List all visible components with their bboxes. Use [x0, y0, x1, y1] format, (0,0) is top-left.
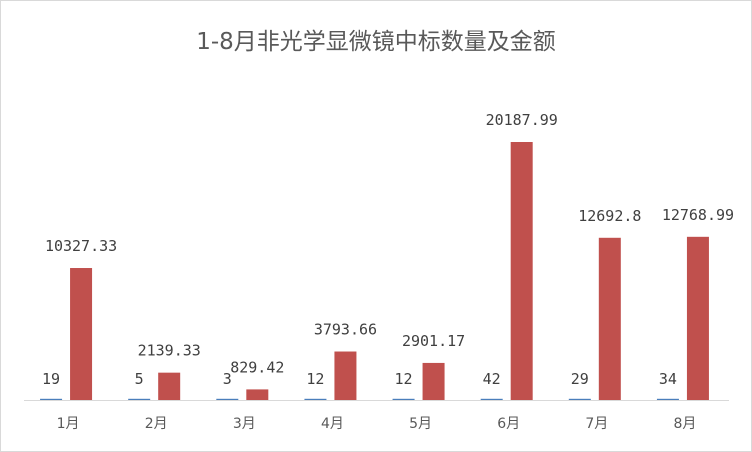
- bar-count-8: [656, 398, 679, 400]
- data-label-count-4: 12: [306, 370, 324, 388]
- bar-amount-2: [158, 372, 181, 400]
- data-label-count-6: 42: [483, 370, 501, 388]
- x-tick-label-4: 4月: [321, 416, 344, 432]
- x-tick-label-6: 6月: [497, 416, 520, 432]
- bar-count-4: [304, 398, 327, 400]
- data-label-count-7: 29: [571, 370, 589, 388]
- data-label-amount-4: 3793.66: [314, 321, 377, 339]
- bar-amount-3: [246, 389, 269, 400]
- bar-count-7: [568, 398, 591, 400]
- data-label-count-3: 3: [223, 370, 232, 388]
- bar-amount-4: [334, 351, 357, 400]
- data-label-amount-8: 12768.99: [662, 206, 734, 224]
- x-tick-label-8: 8月: [673, 416, 696, 432]
- chart-title: 1-8月非光学显微镜中标数量及金额: [196, 29, 556, 55]
- x-tick-label-7: 7月: [585, 416, 608, 432]
- bar-count-6: [480, 398, 503, 400]
- data-label-count-1: 19: [42, 370, 60, 388]
- bar-count-1: [40, 398, 63, 400]
- bar-amount-6: [510, 142, 533, 400]
- bar-count-5: [392, 398, 415, 400]
- bar-amount-7: [598, 237, 621, 400]
- data-label-amount-3: 829.42: [230, 358, 284, 376]
- data-label-count-8: 34: [659, 370, 677, 388]
- x-tick-label-2: 2月: [145, 416, 168, 432]
- bar-amount-5: [422, 362, 445, 400]
- data-label-amount-2: 2139.33: [138, 342, 201, 360]
- bar-amount-1: [70, 268, 93, 400]
- data-label-count-2: 5: [135, 370, 144, 388]
- bar-amount-8: [686, 236, 709, 400]
- data-label-count-5: 12: [395, 370, 413, 388]
- data-label-amount-6: 20187.99: [486, 111, 558, 129]
- bar-count-2: [128, 398, 151, 400]
- x-tick-label-3: 3月: [233, 416, 256, 432]
- data-label-amount-7: 12692.8: [578, 207, 641, 225]
- data-label-amount-5: 2901.17: [402, 332, 465, 350]
- data-label-amount-1: 10327.33: [45, 237, 117, 255]
- x-tick-label-1: 1月: [57, 416, 80, 432]
- x-tick-label-5: 5月: [409, 416, 432, 432]
- bar-count-3: [216, 398, 239, 400]
